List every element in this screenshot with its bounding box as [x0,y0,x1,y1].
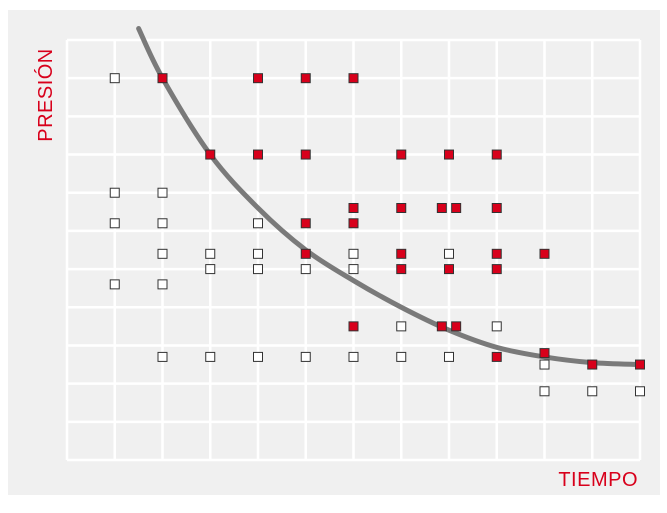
data-point-hollow [635,386,645,397]
data-point-filled [300,149,311,160]
data-point-filled [491,149,502,160]
data-point-filled [491,351,502,362]
data-point-filled [396,264,407,275]
data-point-filled [635,359,645,370]
data-point-filled [491,264,502,275]
data-point-filled [436,203,447,213]
data-point-filled [253,149,263,160]
data-point-filled [587,359,598,370]
data-point-filled [396,248,407,259]
chart-background [8,10,660,495]
data-point-filled [348,321,359,332]
data-point-filled [491,203,502,213]
data-point-filled [300,73,311,84]
data-point-hollow [109,187,120,198]
data-point-filled [348,73,359,84]
data-point-filled [253,73,263,84]
data-point-filled [436,321,447,332]
data-point-filled [205,149,216,160]
data-point-filled [451,203,462,213]
data-point-hollow [539,359,550,370]
data-point-hollow [109,279,120,290]
y-axis-label: PRESIÓN [34,48,57,142]
data-point-hollow [157,218,168,229]
data-point-filled [396,149,407,160]
data-point-hollow [157,187,168,198]
data-point-hollow [300,351,311,362]
data-point-hollow [300,264,311,275]
data-point-hollow [348,264,359,275]
data-point-hollow [587,386,598,397]
data-point-filled [300,248,311,259]
data-point-filled [348,203,359,213]
data-point-hollow [253,351,263,362]
data-point-filled [491,248,502,259]
data-point-hollow [396,351,407,362]
data-point-hollow [253,218,263,229]
data-point-filled [444,264,454,275]
data-point-filled [539,348,550,359]
data-point-hollow [109,73,120,84]
data-point-filled [348,218,359,229]
data-point-hollow [205,351,216,362]
data-point-hollow [396,321,407,332]
data-point-hollow [205,264,216,275]
data-point-hollow [157,279,168,290]
data-point-hollow [109,218,120,229]
data-point-hollow [491,321,502,332]
data-point-hollow [444,248,454,259]
data-point-hollow [444,351,454,362]
data-point-hollow [348,248,359,259]
data-point-hollow [348,351,359,362]
x-axis-label: TIEMPO [558,469,638,491]
data-point-filled [539,248,550,259]
data-point-hollow [253,264,263,275]
data-point-hollow [539,386,550,397]
data-markers [109,73,645,397]
data-point-filled [300,218,311,229]
data-point-hollow [205,248,216,259]
data-point-filled [444,149,454,160]
data-point-hollow [157,248,168,259]
data-point-filled [157,73,168,84]
data-point-filled [396,203,407,213]
data-point-hollow [253,248,263,259]
data-point-filled [451,321,462,332]
data-point-hollow [157,351,168,362]
